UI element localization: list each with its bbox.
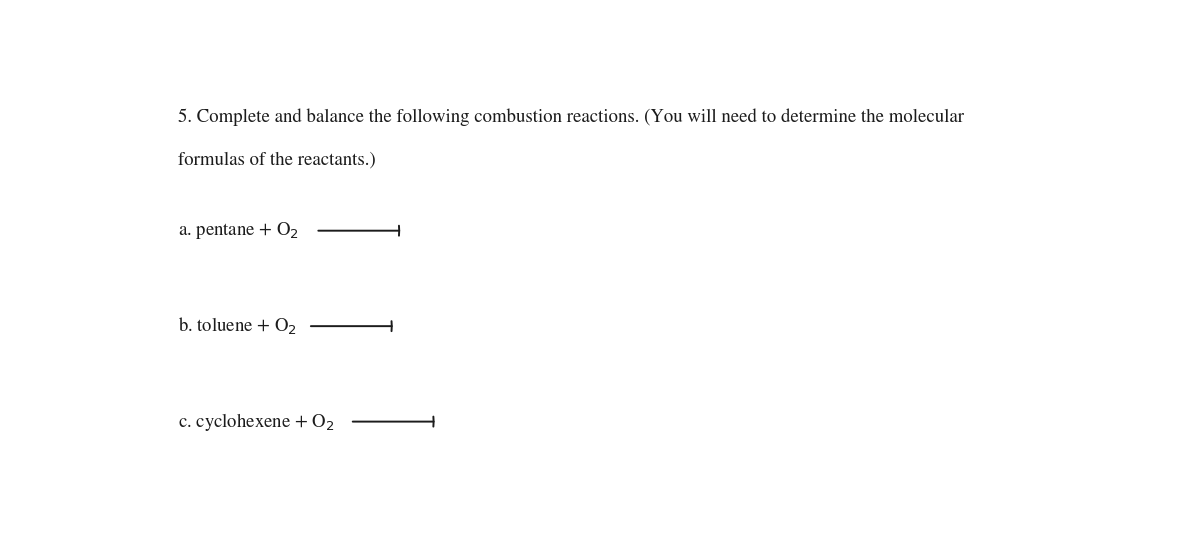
Text: formulas of the reactants.): formulas of the reactants.) <box>178 152 376 169</box>
Text: 5. Complete and balance the following combustion reactions. (You will need to de: 5. Complete and balance the following co… <box>178 108 964 126</box>
Text: c. cyclohexene + O$_2$: c. cyclohexene + O$_2$ <box>178 411 335 433</box>
Text: a. pentane + O$_2$: a. pentane + O$_2$ <box>178 220 299 241</box>
Text: b. toluene + O$_2$: b. toluene + O$_2$ <box>178 315 296 337</box>
